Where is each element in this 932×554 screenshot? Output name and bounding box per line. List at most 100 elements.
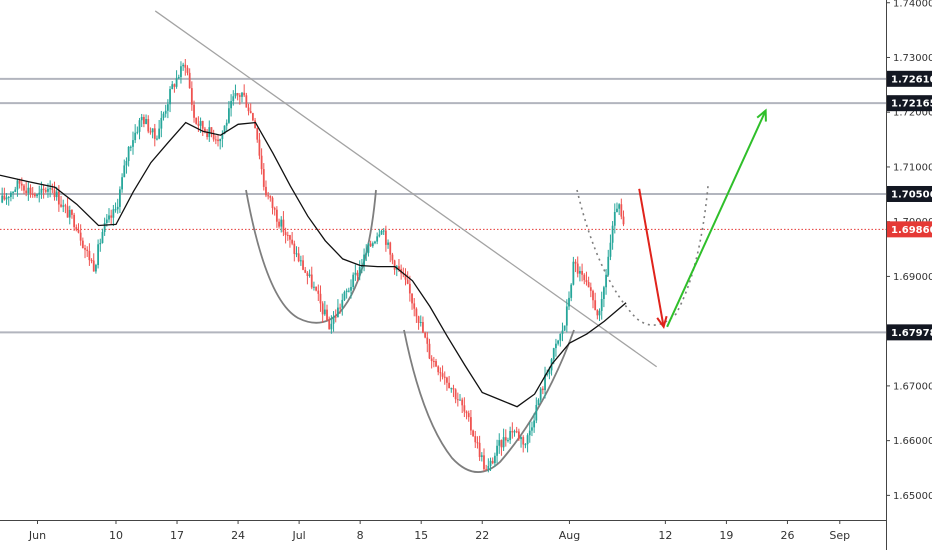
candle-body-167 bbox=[365, 252, 368, 255]
candle-body-157 bbox=[343, 292, 346, 300]
candle-body-218 bbox=[476, 442, 479, 444]
candle-body-234 bbox=[511, 431, 514, 433]
candle-body-125 bbox=[273, 208, 276, 210]
y-axis-panel bbox=[886, 0, 932, 550]
candle-body-155 bbox=[339, 307, 341, 309]
candle-body-282 bbox=[616, 208, 618, 213]
candle-body-98 bbox=[214, 139, 217, 141]
candle-body-284 bbox=[620, 204, 623, 217]
arrows bbox=[638, 108, 767, 330]
candle-body-46 bbox=[101, 231, 104, 243]
candle-body-137 bbox=[299, 260, 302, 262]
candle-body-6 bbox=[14, 189, 17, 192]
candle-body-35 bbox=[77, 229, 80, 233]
candle-body-131 bbox=[286, 234, 289, 236]
level-2-label: 1.70506 bbox=[891, 189, 932, 200]
candle-body-92 bbox=[201, 121, 204, 129]
candle-body-229 bbox=[500, 440, 503, 448]
candle-body-214 bbox=[467, 413, 470, 418]
moving-average-layer bbox=[0, 121, 627, 408]
moving-average-line bbox=[0, 121, 627, 408]
candle-body-219 bbox=[478, 442, 481, 457]
candle-body-10 bbox=[23, 185, 25, 191]
candle-body-223 bbox=[487, 465, 490, 470]
candle-body-244 bbox=[533, 420, 536, 428]
candle-body-162 bbox=[354, 272, 357, 275]
candle-body-44 bbox=[97, 244, 100, 266]
candle-body-245 bbox=[535, 404, 538, 421]
candle-body-210 bbox=[459, 399, 461, 401]
candle-body-153 bbox=[334, 316, 337, 318]
candle-body-110 bbox=[241, 92, 243, 97]
candle-body-96 bbox=[210, 127, 213, 134]
candle-body-256 bbox=[559, 333, 562, 341]
candle-body-17 bbox=[38, 192, 41, 195]
candle-body-25 bbox=[55, 191, 58, 198]
candle-body-88 bbox=[193, 104, 195, 118]
candle-body-32 bbox=[71, 209, 73, 215]
candle-body-247 bbox=[539, 388, 542, 400]
y-tick-label-0: 1.74000 bbox=[893, 0, 932, 9]
candle-body-99 bbox=[217, 139, 219, 142]
candle-body-86 bbox=[188, 72, 191, 89]
candle-body-217 bbox=[474, 436, 477, 443]
candle-body-116 bbox=[254, 120, 256, 129]
candle-body-119 bbox=[260, 155, 263, 170]
candle-body-103 bbox=[225, 122, 228, 126]
candle-body-152 bbox=[332, 316, 335, 324]
candle-body-142 bbox=[310, 274, 313, 288]
candle-body-72 bbox=[158, 128, 161, 139]
candle-body-198 bbox=[432, 361, 435, 363]
candle-body-248 bbox=[541, 388, 544, 391]
candle-body-254 bbox=[555, 343, 557, 349]
candle-body-171 bbox=[374, 241, 376, 244]
candle-body-197 bbox=[430, 358, 433, 362]
candle-body-47 bbox=[103, 222, 106, 232]
candle-body-273 bbox=[596, 310, 599, 316]
candle-body-225 bbox=[491, 460, 494, 464]
candle-body-230 bbox=[502, 437, 505, 448]
candle-body-34 bbox=[75, 227, 78, 230]
candle-body-201 bbox=[439, 372, 442, 374]
candle-body-1 bbox=[3, 195, 6, 200]
candle-body-168 bbox=[367, 243, 370, 253]
candle-body-28 bbox=[62, 205, 65, 207]
candle-body-161 bbox=[352, 274, 355, 288]
candle-body-5 bbox=[12, 191, 14, 193]
candle-body-149 bbox=[326, 309, 328, 321]
x-tick-label-7: 22 bbox=[475, 529, 489, 542]
candle-body-279 bbox=[609, 242, 612, 257]
x-tick-label-10: 19 bbox=[719, 529, 733, 542]
candle-body-42 bbox=[92, 260, 95, 272]
candle-body-120 bbox=[262, 169, 265, 187]
candle-body-90 bbox=[197, 123, 200, 126]
candle-body-82 bbox=[180, 66, 182, 78]
candle-body-15 bbox=[33, 194, 36, 197]
candle-body-38 bbox=[84, 248, 86, 250]
candle-body-122 bbox=[267, 195, 270, 197]
candle-body-212 bbox=[463, 405, 466, 412]
candle-body-31 bbox=[68, 209, 71, 218]
candle-body-91 bbox=[199, 121, 202, 126]
candle-body-186 bbox=[406, 279, 409, 284]
candle-body-257 bbox=[561, 330, 564, 334]
candle-body-280 bbox=[611, 225, 614, 243]
candle-body-112 bbox=[245, 95, 248, 108]
x-tick-label-1: 10 bbox=[109, 529, 123, 542]
candle-body-41 bbox=[90, 260, 93, 262]
candle-body-200 bbox=[437, 366, 440, 373]
candle-body-206 bbox=[450, 388, 453, 390]
candle-body-231 bbox=[504, 437, 507, 441]
candle-body-239 bbox=[522, 437, 525, 445]
candle-body-0 bbox=[1, 195, 4, 203]
candle-body-258 bbox=[563, 325, 566, 331]
candle-body-2 bbox=[5, 197, 8, 200]
y-tick-label-8: 1.66000 bbox=[893, 436, 932, 447]
candle-body-48 bbox=[105, 219, 108, 223]
candle-body-260 bbox=[568, 297, 570, 307]
candle-body-83 bbox=[182, 64, 185, 67]
candle-body-151 bbox=[330, 323, 333, 330]
candle-body-85 bbox=[186, 67, 189, 73]
